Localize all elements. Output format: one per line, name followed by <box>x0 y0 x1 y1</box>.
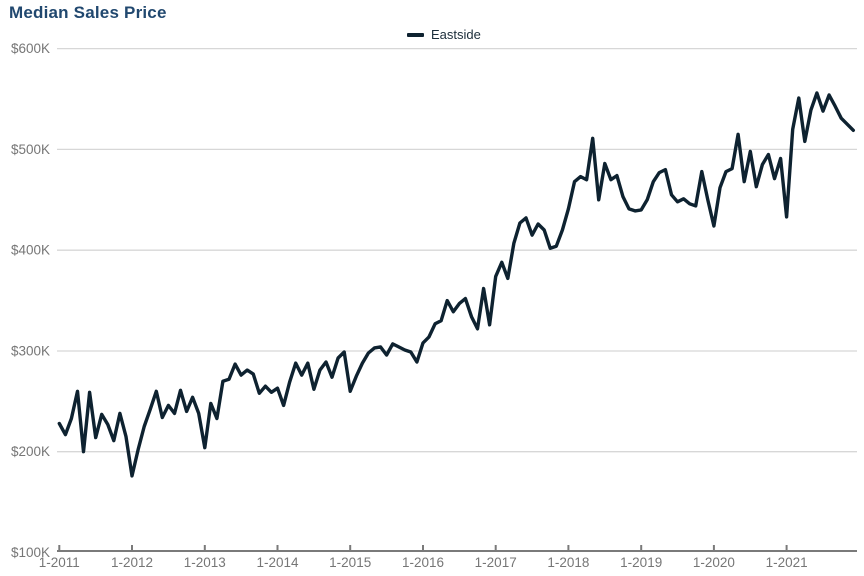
y-axis-label: $400K <box>11 243 50 258</box>
series-line-eastside[interactable] <box>57 91 855 478</box>
x-axis-label: 1-2019 <box>620 555 662 570</box>
legend-item-eastside[interactable]: Eastside <box>407 27 481 42</box>
x-axis-label: 1-2011 <box>39 555 80 570</box>
x-axis-label: 1-2021 <box>766 555 808 570</box>
x-axis-label: 1-2013 <box>184 555 226 570</box>
y-axis-label: $200K <box>11 444 50 459</box>
legend: Eastside <box>407 27 481 42</box>
x-axis-label: 1-2012 <box>111 555 153 570</box>
page-title: Median Sales Price <box>9 3 167 22</box>
x-axis-label: 1-2016 <box>402 555 444 570</box>
x-axis-label: 1-2018 <box>547 555 589 570</box>
y-axis-label: $300K <box>11 344 50 359</box>
x-axis-label: 1-2014 <box>256 555 299 570</box>
x-axis-label: 1-2017 <box>475 555 517 570</box>
y-axis-label: $600K <box>11 41 50 56</box>
x-axis-label: 1-2015 <box>329 555 371 570</box>
series-line-swatch-icon <box>407 32 424 37</box>
x-axis-label: 1-2020 <box>693 555 735 570</box>
legend-item-label: Eastside <box>431 27 481 42</box>
y-axis-label: $500K <box>11 142 50 157</box>
y-axis-label: $100K <box>11 545 50 560</box>
